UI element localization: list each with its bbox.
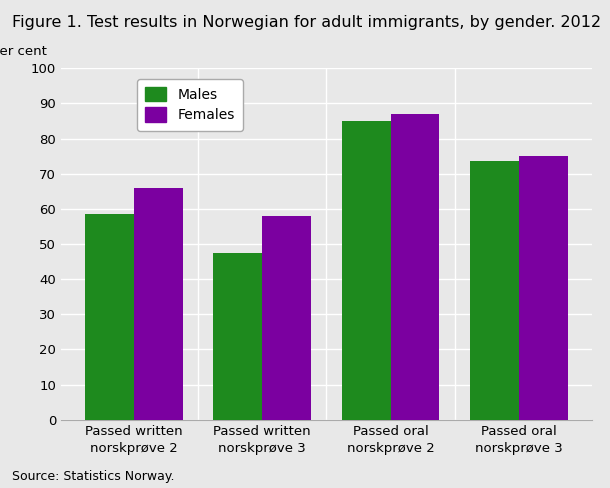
Bar [85,214,134,420]
Bar [134,188,182,420]
Legend: Males, Females: Males, Females [137,79,243,131]
Bar [470,162,519,420]
Bar [214,253,262,420]
Bar [262,216,311,420]
Text: Source: Statistics Norway.: Source: Statistics Norway. [12,470,174,483]
Text: Figure 1. Test results in Norwegian for adult immigrants, by gender. 2012: Figure 1. Test results in Norwegian for … [12,15,601,30]
Text: Per cent: Per cent [0,45,47,58]
Bar [390,114,439,420]
Bar [342,121,390,420]
Bar [519,156,567,420]
